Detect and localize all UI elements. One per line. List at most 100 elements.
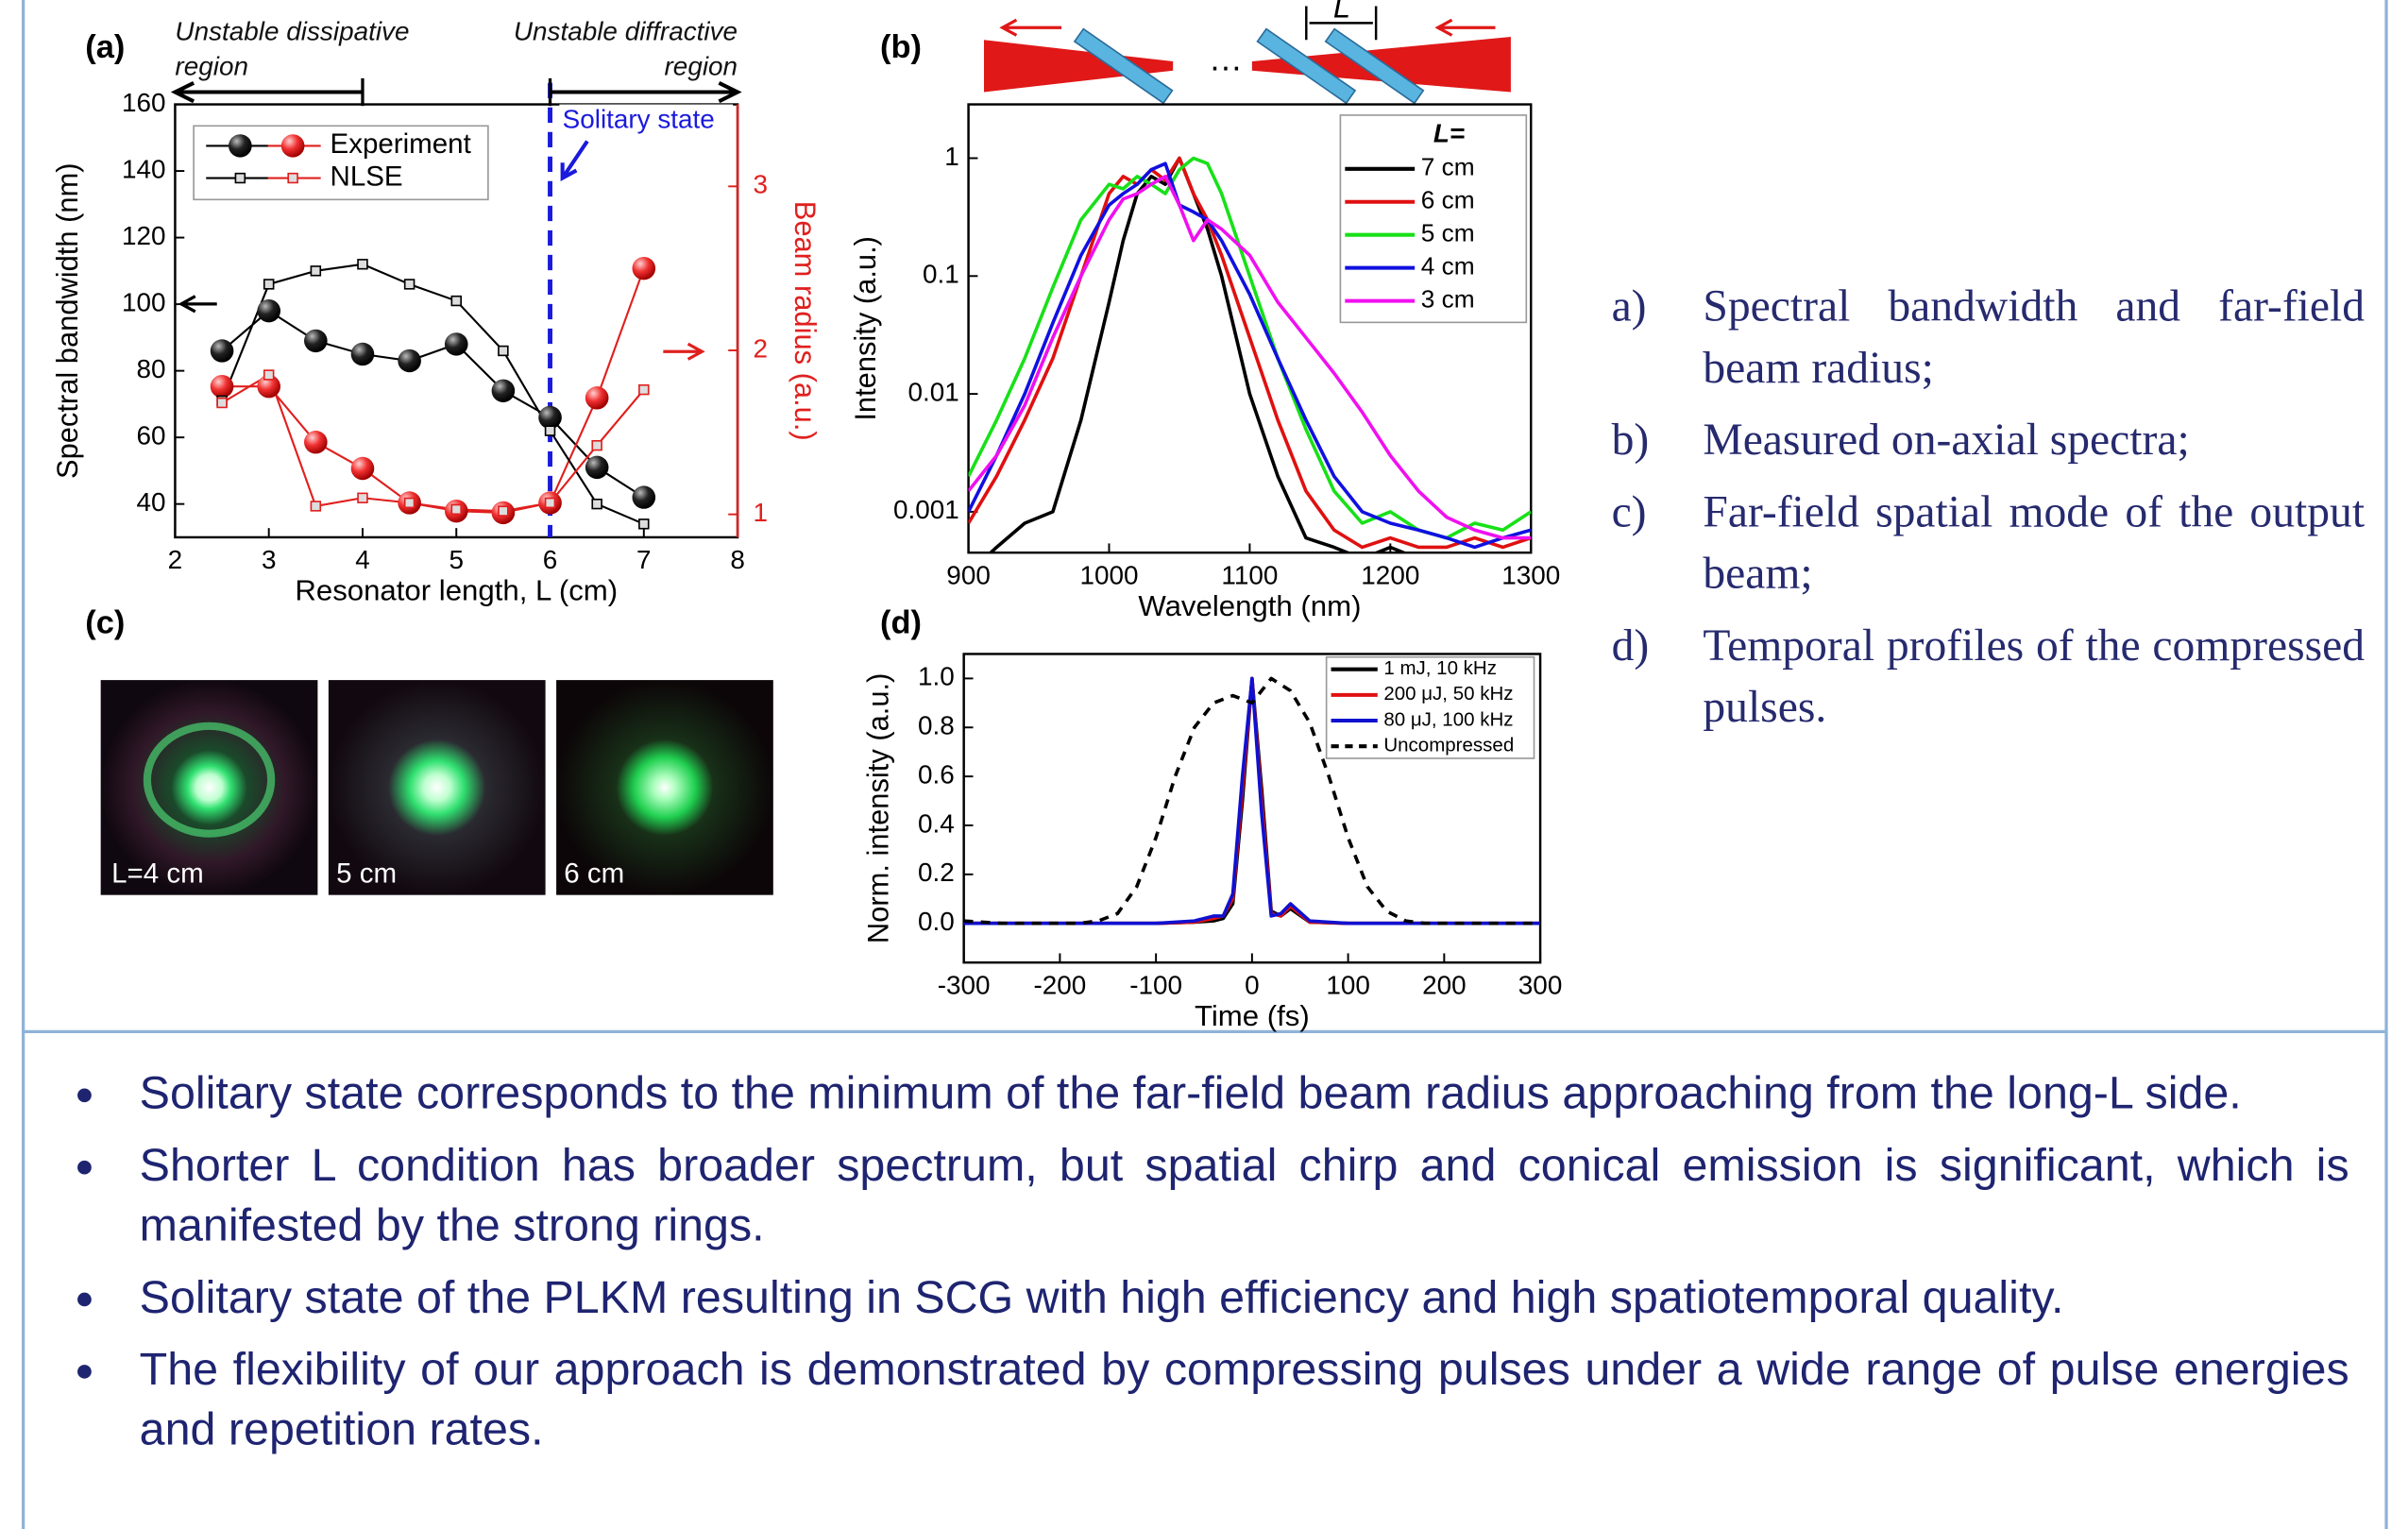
y-tick-label: 0.4 — [918, 808, 955, 838]
y2-tick-label: 3 — [753, 170, 768, 199]
legend: L= 7 cm 6 cm 5 cm 4 cm 3 cm — [1339, 114, 1528, 324]
data-point — [398, 348, 421, 373]
data-point — [357, 259, 368, 270]
x-tick-label: 0 — [1245, 971, 1260, 1000]
data-point — [638, 383, 650, 396]
y-axis-label: Norm. intensity (a.u.) — [861, 673, 894, 943]
beam-image — [100, 680, 318, 895]
data-point — [257, 374, 281, 399]
data-point — [310, 265, 322, 277]
data-point — [585, 455, 609, 480]
plot-area — [963, 676, 1541, 926]
data-point — [544, 425, 556, 436]
image-label: 6 cm — [564, 858, 624, 889]
data-point — [450, 503, 462, 516]
x-tick-label: 300 — [1518, 971, 1563, 1000]
data-point — [357, 492, 368, 503]
legend-label: Uncompressed — [1383, 736, 1514, 756]
legend-label: 7 cm — [1421, 153, 1475, 181]
data-point — [263, 369, 275, 381]
x-tick-label: 7 — [636, 545, 652, 574]
x-tick-label: 1100 — [1221, 561, 1278, 590]
x-axis-label: Time (fs) — [1195, 999, 1310, 1032]
axis-arrow — [178, 295, 217, 314]
axis-arrow — [663, 342, 705, 361]
y-tick-label: 140 — [122, 154, 166, 183]
y-tick-label: 120 — [122, 221, 166, 250]
x-tick-label: -200 — [1033, 971, 1086, 1000]
legend: 1 mJ, 10 kHz 200 μJ, 50 kHz 80 μJ, 100 kHz… — [1325, 655, 1535, 759]
schematic-label: L — [1333, 0, 1350, 24]
caption: d) Temporal profiles of the compressed pu… — [1612, 616, 2365, 739]
data-point — [263, 279, 275, 290]
caption-text: Spectral bandwidth and far-field beam ra… — [1703, 282, 2366, 394]
caption-label: b) — [1611, 416, 1650, 466]
data-point — [350, 456, 375, 481]
y2-tick-label: 2 — [753, 333, 768, 363]
x-tick-label: 2 — [168, 545, 183, 574]
legend-label: Experiment — [331, 128, 471, 160]
legend-box — [1339, 114, 1528, 324]
x-tick-label: 200 — [1422, 971, 1467, 1000]
chart: (a) 2 3 4 5 6 7 8 40 60 80 100 120 140 160 1 2 3 Resonator… — [51, 16, 822, 607]
y-tick-label: 0.6 — [918, 760, 955, 790]
resonator-schematic: … — [983, 6, 1511, 105]
data-point — [403, 497, 415, 509]
solitary-arrow — [560, 140, 589, 182]
data-point — [403, 279, 415, 290]
region-arrowhead — [170, 80, 195, 104]
legend-marker — [229, 134, 252, 158]
data-point — [591, 498, 602, 510]
y-tick-label: 60 — [137, 421, 166, 450]
series-line — [963, 676, 1541, 926]
caption-text: Far-field spatial mode of the output bea… — [1703, 487, 2366, 599]
data-point — [538, 405, 562, 430]
panel-label: (a) — [85, 29, 125, 65]
series-line — [221, 310, 645, 499]
region-label: Unstable diffractive region — [513, 16, 738, 82]
caption-text: Measured on-axial spectra; — [1703, 416, 2190, 466]
chart: (b) 900 1000 1100 1200 1300 0.001 0.01 0.1 1 Wavel… — [849, 29, 1560, 622]
y-tick-label: 0.1 — [923, 260, 959, 289]
panel-label: (c) — [85, 605, 125, 641]
bullet-list: Solitary state corresponds to the minimu… — [62, 1063, 2349, 1471]
legend-label: 200 μJ, 50 kHz — [1383, 684, 1513, 705]
x-tick-label: 100 — [1326, 971, 1370, 1000]
bullet: Solitary state corresponds to the minimu… — [62, 1063, 2349, 1123]
region-arrowhead — [718, 80, 742, 104]
legend-label: 5 cm — [1421, 219, 1475, 247]
data-point — [638, 518, 650, 530]
region-label: Unstable dissipative region — [175, 16, 410, 82]
data-point — [632, 256, 656, 280]
series-line — [222, 267, 645, 514]
y-tick-label: 160 — [122, 88, 166, 117]
series-line — [221, 263, 645, 525]
x-axis-label: Wavelength (nm) — [1138, 589, 1361, 622]
x-tick-label: -100 — [1129, 971, 1182, 1000]
data-point — [350, 342, 375, 366]
x-tick-label: 1300 — [1501, 561, 1560, 590]
chart: (d) -300 -200 -100 0 100 200 300 0.0 0.2 0.4 0.6 0.8… — [861, 605, 1562, 1032]
x-tick-label: 5 — [449, 545, 464, 574]
data-point — [210, 374, 234, 399]
data-point — [632, 485, 656, 509]
y2-tick-label: 1 — [753, 498, 768, 527]
caption-label: d) — [1611, 621, 1650, 671]
y-tick-label: 0.0 — [918, 907, 955, 936]
y-tick-label: 1 — [944, 142, 959, 171]
data-point — [450, 295, 462, 307]
y2-axis-label: Beam radius (a.u.) — [789, 201, 822, 441]
legend-label: 6 cm — [1421, 186, 1475, 214]
caption: b) Measured on-axial spectra; — [1612, 410, 2365, 471]
series-line — [988, 156, 1409, 553]
x-tick-label: 900 — [946, 561, 991, 590]
y-tick-label: 100 — [122, 288, 166, 317]
bullet: The flexibility of our approach is demon… — [62, 1340, 2349, 1460]
series-line — [221, 373, 645, 513]
image-label: 5 cm — [336, 858, 397, 889]
solitary-label: Solitary state — [563, 105, 715, 134]
series-line — [963, 676, 1541, 926]
